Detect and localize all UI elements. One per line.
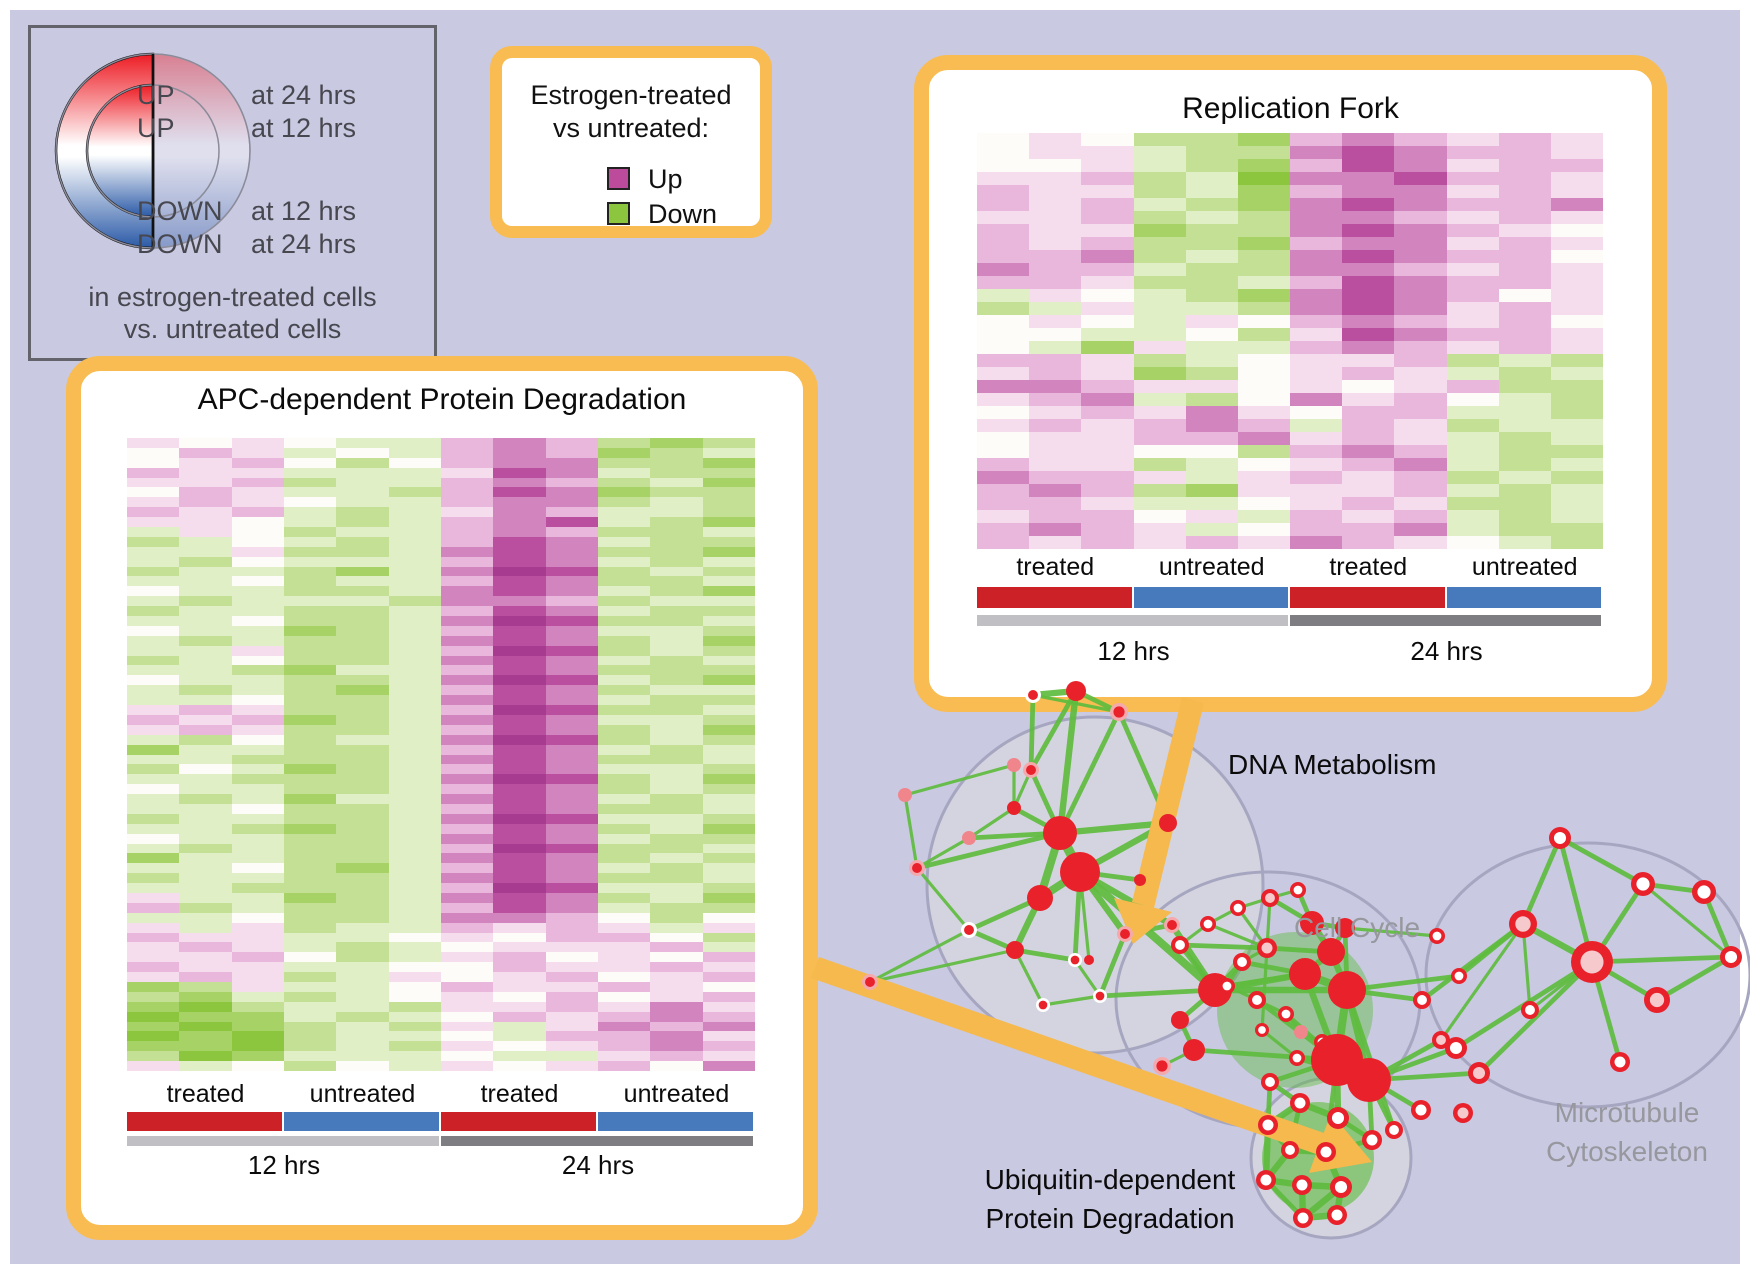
legend-caption-line2: vs. untreated cells: [123, 314, 342, 344]
down-swatch-label: Down: [648, 199, 718, 229]
heatmap-0-time-bar-1: [441, 1136, 753, 1146]
heatmap-0-time-label-0: 12 hrs: [247, 1150, 321, 1180]
heatmap-0-group-label-1: untreated: [309, 1080, 416, 1108]
estrogen-legend-title-line1: Estrogen-treated: [530, 80, 732, 110]
estrogen-legend-title-line2: vs untreated:: [552, 113, 710, 143]
up-down-donut-icon: [54, 52, 251, 250]
legend-up-24-time: at 24 hrs: [251, 80, 357, 110]
heatmap-0-group-label-0: treated: [166, 1080, 245, 1108]
heatmap-1-group-label-3: untreated: [1471, 553, 1578, 581]
heatmap-0-group-label-3: untreated: [623, 1080, 730, 1108]
time-scale-legend-box: UP at 24 hrs UP at 12 hrs DOWN at 12 hrs…: [28, 25, 437, 361]
cluster-label-ubiquitin-dependent-protein-degradation: Ubiquitin-dependent Protein Degradation: [984, 1164, 1236, 1235]
legend-up-24-dir: UP: [137, 80, 175, 110]
heatmap-0-time-label-1: 24 hrs: [561, 1150, 635, 1180]
heatmap-0-condition-bar-1: [284, 1112, 439, 1131]
heatmap-1: [977, 133, 1604, 549]
heatmap-1-time-label-0: 12 hrs: [1097, 636, 1170, 666]
cluster-label-cell-cycle: Cell Cycle: [1293, 912, 1421, 943]
heatmap-1-time-bar-0: [977, 615, 1288, 626]
heatmap-1-condition-bar-2: [1290, 587, 1445, 608]
heatmap-0-condition-bar-0: [127, 1112, 282, 1131]
apc-panel-title: APC-dependent Protein Degradation: [197, 383, 687, 416]
cluster-label-dna-metabolism: DNA Metabolism: [1228, 749, 1437, 780]
heatmap-0-group-label-2: treated: [480, 1080, 559, 1108]
legend-down-12-time: at 12 hrs: [251, 196, 357, 226]
legend-down-12-dir: DOWN: [137, 196, 223, 226]
legend-up-12-dir: UP: [137, 113, 175, 143]
up-swatch-icon: [607, 167, 630, 190]
heatmap-1-condition-bar-0: [977, 587, 1132, 608]
legend-caption-line1: in estrogen-treated cells: [88, 282, 377, 312]
heatmap-1-time-bar-1: [1290, 615, 1601, 626]
heatmap-1-time-label-1: 24 hrs: [1410, 636, 1483, 666]
heatmap-1-group-label-2: treated: [1329, 553, 1408, 581]
legend-up-12-time: at 12 hrs: [251, 113, 357, 143]
down-swatch-icon: [607, 202, 630, 225]
legend-down-24-time: at 24 hrs: [251, 229, 357, 259]
heatmap-0: [127, 438, 755, 1071]
heatmap-1-group-label-0: treated: [1016, 553, 1095, 581]
heatmap-0-time-bar-0: [127, 1136, 439, 1146]
legend-down-24-dir: DOWN: [137, 229, 223, 259]
replication-fork-panel-title: Replication Fork: [1182, 92, 1399, 125]
cluster-label-microtubule-cytoskeleton: Microtubule Cytoskeleton: [1546, 1097, 1708, 1168]
heatmap-0-condition-bar-2: [441, 1112, 596, 1131]
heatmap-1-group-label-1: untreated: [1158, 553, 1265, 581]
heatmap-1-condition-bar-3: [1446, 587, 1601, 608]
up-swatch-label: Up: [648, 164, 683, 194]
heatmap-0-condition-bar-3: [598, 1112, 753, 1131]
estrogen-legend-box: [490, 46, 772, 238]
heatmap-1-condition-bar-1: [1133, 587, 1288, 608]
